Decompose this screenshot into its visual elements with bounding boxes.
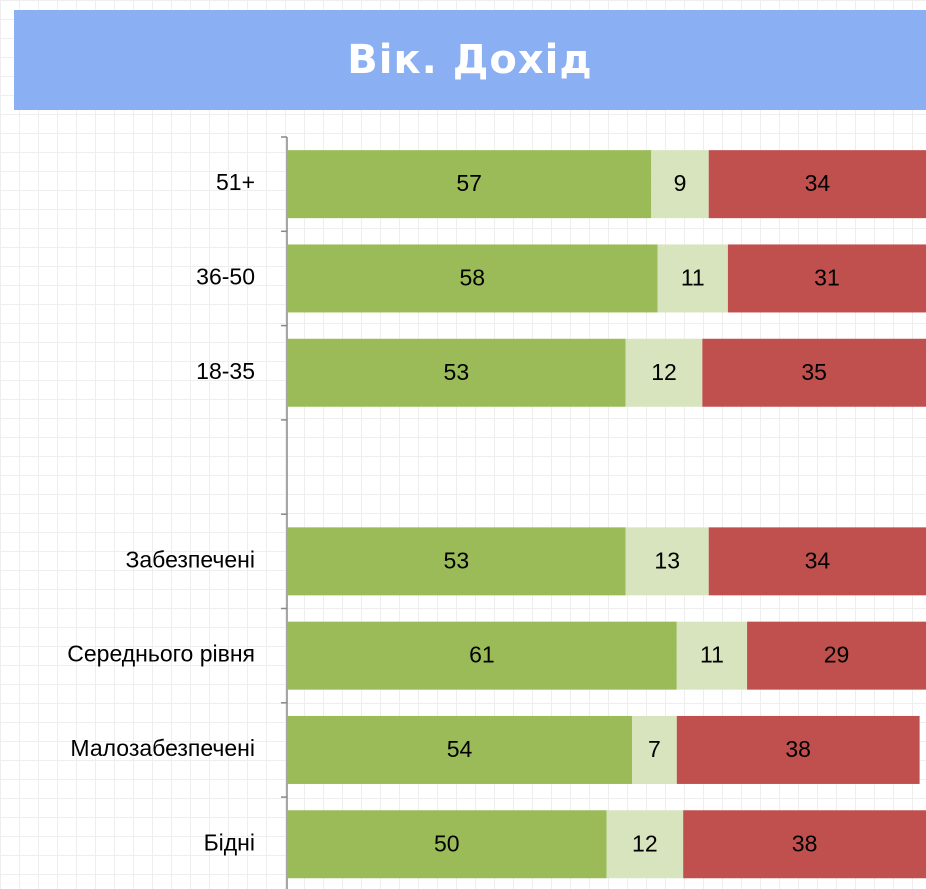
bar-segment bbox=[676, 621, 748, 690]
bar-segment bbox=[287, 715, 633, 784]
data-label: 57 bbox=[456, 170, 482, 196]
bar-segment bbox=[727, 244, 926, 313]
data-label: 13 bbox=[654, 547, 680, 573]
bar-segment bbox=[747, 621, 926, 690]
bar-segment bbox=[625, 527, 709, 596]
bar-segment bbox=[632, 715, 677, 784]
data-label: 53 bbox=[444, 359, 470, 385]
bar-segment bbox=[651, 150, 709, 219]
bar-segment bbox=[287, 338, 626, 407]
data-label: 50 bbox=[434, 830, 460, 856]
bar-segment bbox=[657, 244, 728, 313]
bar-segment bbox=[287, 244, 658, 313]
data-label: 35 bbox=[801, 359, 827, 385]
bar-segment bbox=[708, 150, 926, 219]
bar-segment bbox=[708, 527, 926, 596]
data-label: 9 bbox=[674, 170, 687, 196]
y-tick-label: Малозабезпечені bbox=[70, 735, 255, 761]
title-banner bbox=[14, 10, 926, 110]
bar-segment bbox=[287, 527, 626, 596]
bar-segment bbox=[287, 150, 652, 219]
data-label: 12 bbox=[632, 830, 658, 856]
data-label: 31 bbox=[814, 265, 840, 291]
bar-segment bbox=[702, 338, 926, 407]
data-label: 11 bbox=[700, 642, 724, 668]
bar-segment bbox=[287, 810, 607, 879]
y-tick-label: Середнього рівня bbox=[67, 641, 255, 667]
bar-segment bbox=[683, 810, 926, 879]
data-label: 12 bbox=[651, 359, 677, 385]
data-label: 38 bbox=[785, 736, 811, 762]
y-tick-label: 36-50 bbox=[196, 264, 255, 290]
y-tick-label: Бідні bbox=[204, 829, 255, 855]
bar-segment bbox=[287, 621, 677, 690]
bar-segment bbox=[606, 810, 684, 879]
y-tick-label: 51+ bbox=[216, 169, 255, 195]
data-label: 54 bbox=[447, 736, 473, 762]
y-tick-label: 18-35 bbox=[196, 358, 255, 384]
data-label: 11 bbox=[681, 265, 705, 291]
data-label: 38 bbox=[792, 830, 818, 856]
y-tick-label: Забезпечені bbox=[126, 546, 256, 572]
data-label: 58 bbox=[460, 265, 486, 291]
data-label: 53 bbox=[444, 547, 470, 573]
bar-segment bbox=[625, 338, 703, 407]
bar-segment bbox=[676, 715, 920, 784]
chart-title: Вік. Дохід bbox=[347, 37, 592, 83]
data-label: 29 bbox=[824, 642, 850, 668]
data-label: 61 bbox=[469, 642, 495, 668]
data-label: 7 bbox=[648, 736, 661, 762]
data-label: 34 bbox=[805, 547, 831, 573]
data-label: 34 bbox=[805, 170, 831, 196]
